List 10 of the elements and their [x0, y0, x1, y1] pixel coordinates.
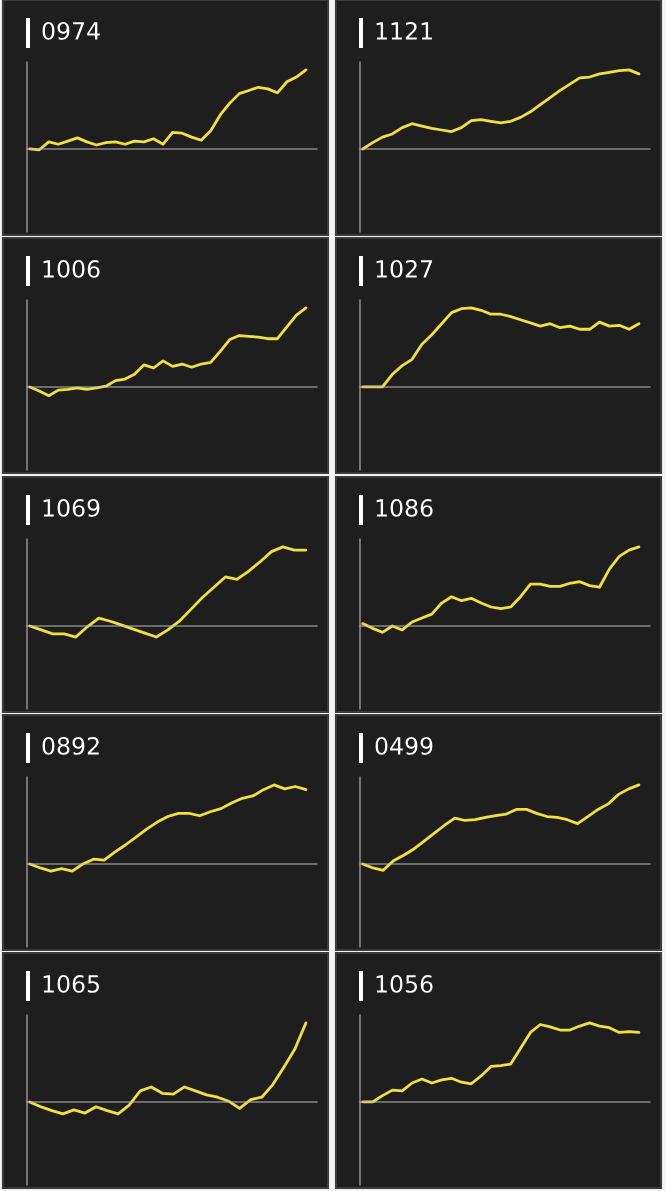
- chart-title: 1006: [43, 259, 100, 278]
- chart-title: 0499: [375, 736, 433, 755]
- chart-title: 0892: [42, 736, 99, 755]
- chart-title: 1065: [43, 974, 100, 993]
- chart-title: 1069: [43, 498, 100, 517]
- chart-title: 1121: [376, 21, 432, 40]
- chart-title: 1056: [376, 974, 433, 993]
- chart-title: 0974: [42, 21, 100, 40]
- chart-title: 1027: [376, 259, 433, 278]
- chart-title: 1086: [376, 498, 433, 517]
